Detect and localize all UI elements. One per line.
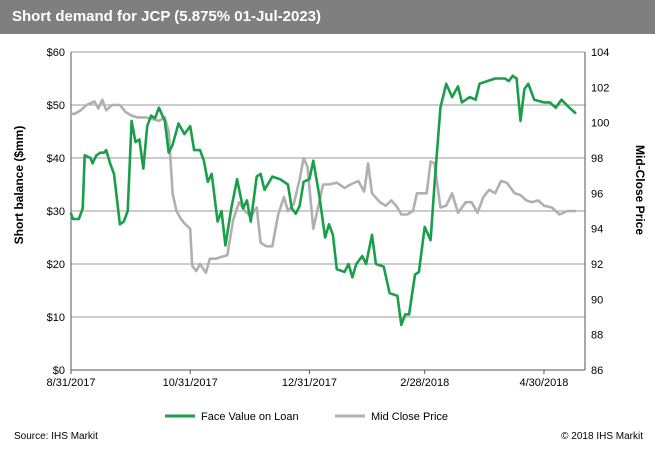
axes <box>70 52 586 374</box>
x-tick-label: 2/28/2018 <box>400 377 449 389</box>
series-layer <box>69 74 577 327</box>
y-tick-label: $20 <box>47 259 65 271</box>
y-tick-label: $30 <box>47 206 65 218</box>
y-tick-label: $50 <box>47 100 65 112</box>
chart-title: Short demand for JCP (5.875% 01-Jul-2023… <box>12 8 321 25</box>
y2-tick-label: 92 <box>591 259 603 271</box>
x-tick-label: 12/31/2017 <box>282 377 337 389</box>
y2-tick-label: 102 <box>591 82 609 94</box>
source-note: Source: IHS Markit <box>14 431 98 442</box>
y2-tick-label: 94 <box>591 224 603 236</box>
y2-tick-label: 90 <box>591 294 603 306</box>
y-tick-label: $40 <box>47 153 65 165</box>
copyright-note: © 2018 IHS Markit <box>561 431 643 442</box>
face-value-line <box>69 74 577 327</box>
x-tick-label: 10/31/2017 <box>163 377 218 389</box>
y2-tick-label: 104 <box>591 47 609 59</box>
x-tick-label: 8/31/2017 <box>47 377 96 389</box>
y2-tick-label: 88 <box>591 330 603 342</box>
y-tick-label: $60 <box>47 47 65 59</box>
tick-labels: $0 $10 $20 $30 $40 $50 $60 86 88 90 92 94 96 98 100 102… <box>47 47 610 389</box>
y2-tick-label: 86 <box>591 365 603 377</box>
y2-tick-label: 98 <box>591 153 603 165</box>
gridlines <box>71 51 585 318</box>
legend-face-value-label: Face Value on Loan <box>201 411 299 423</box>
y-tick-label: $10 <box>47 312 65 324</box>
y2-axis-title: Mid-Close Price <box>633 145 647 235</box>
y-tick-label: $0 <box>53 365 65 377</box>
y2-tick-label: 96 <box>591 188 603 200</box>
y2-tick-label: 100 <box>591 118 609 130</box>
legend-mid-close-label: Mid Close Price <box>371 411 448 423</box>
y-axis-title: Short balance ($mm) <box>12 126 26 245</box>
x-tick-label: 4/30/2018 <box>519 377 568 389</box>
legend: Face Value on Loan Mid Close Price <box>165 411 448 423</box>
title-bar: Short demand for JCP (5.875% 01-Jul-2023… <box>0 0 655 34</box>
mid-close-price-line <box>69 98 577 275</box>
